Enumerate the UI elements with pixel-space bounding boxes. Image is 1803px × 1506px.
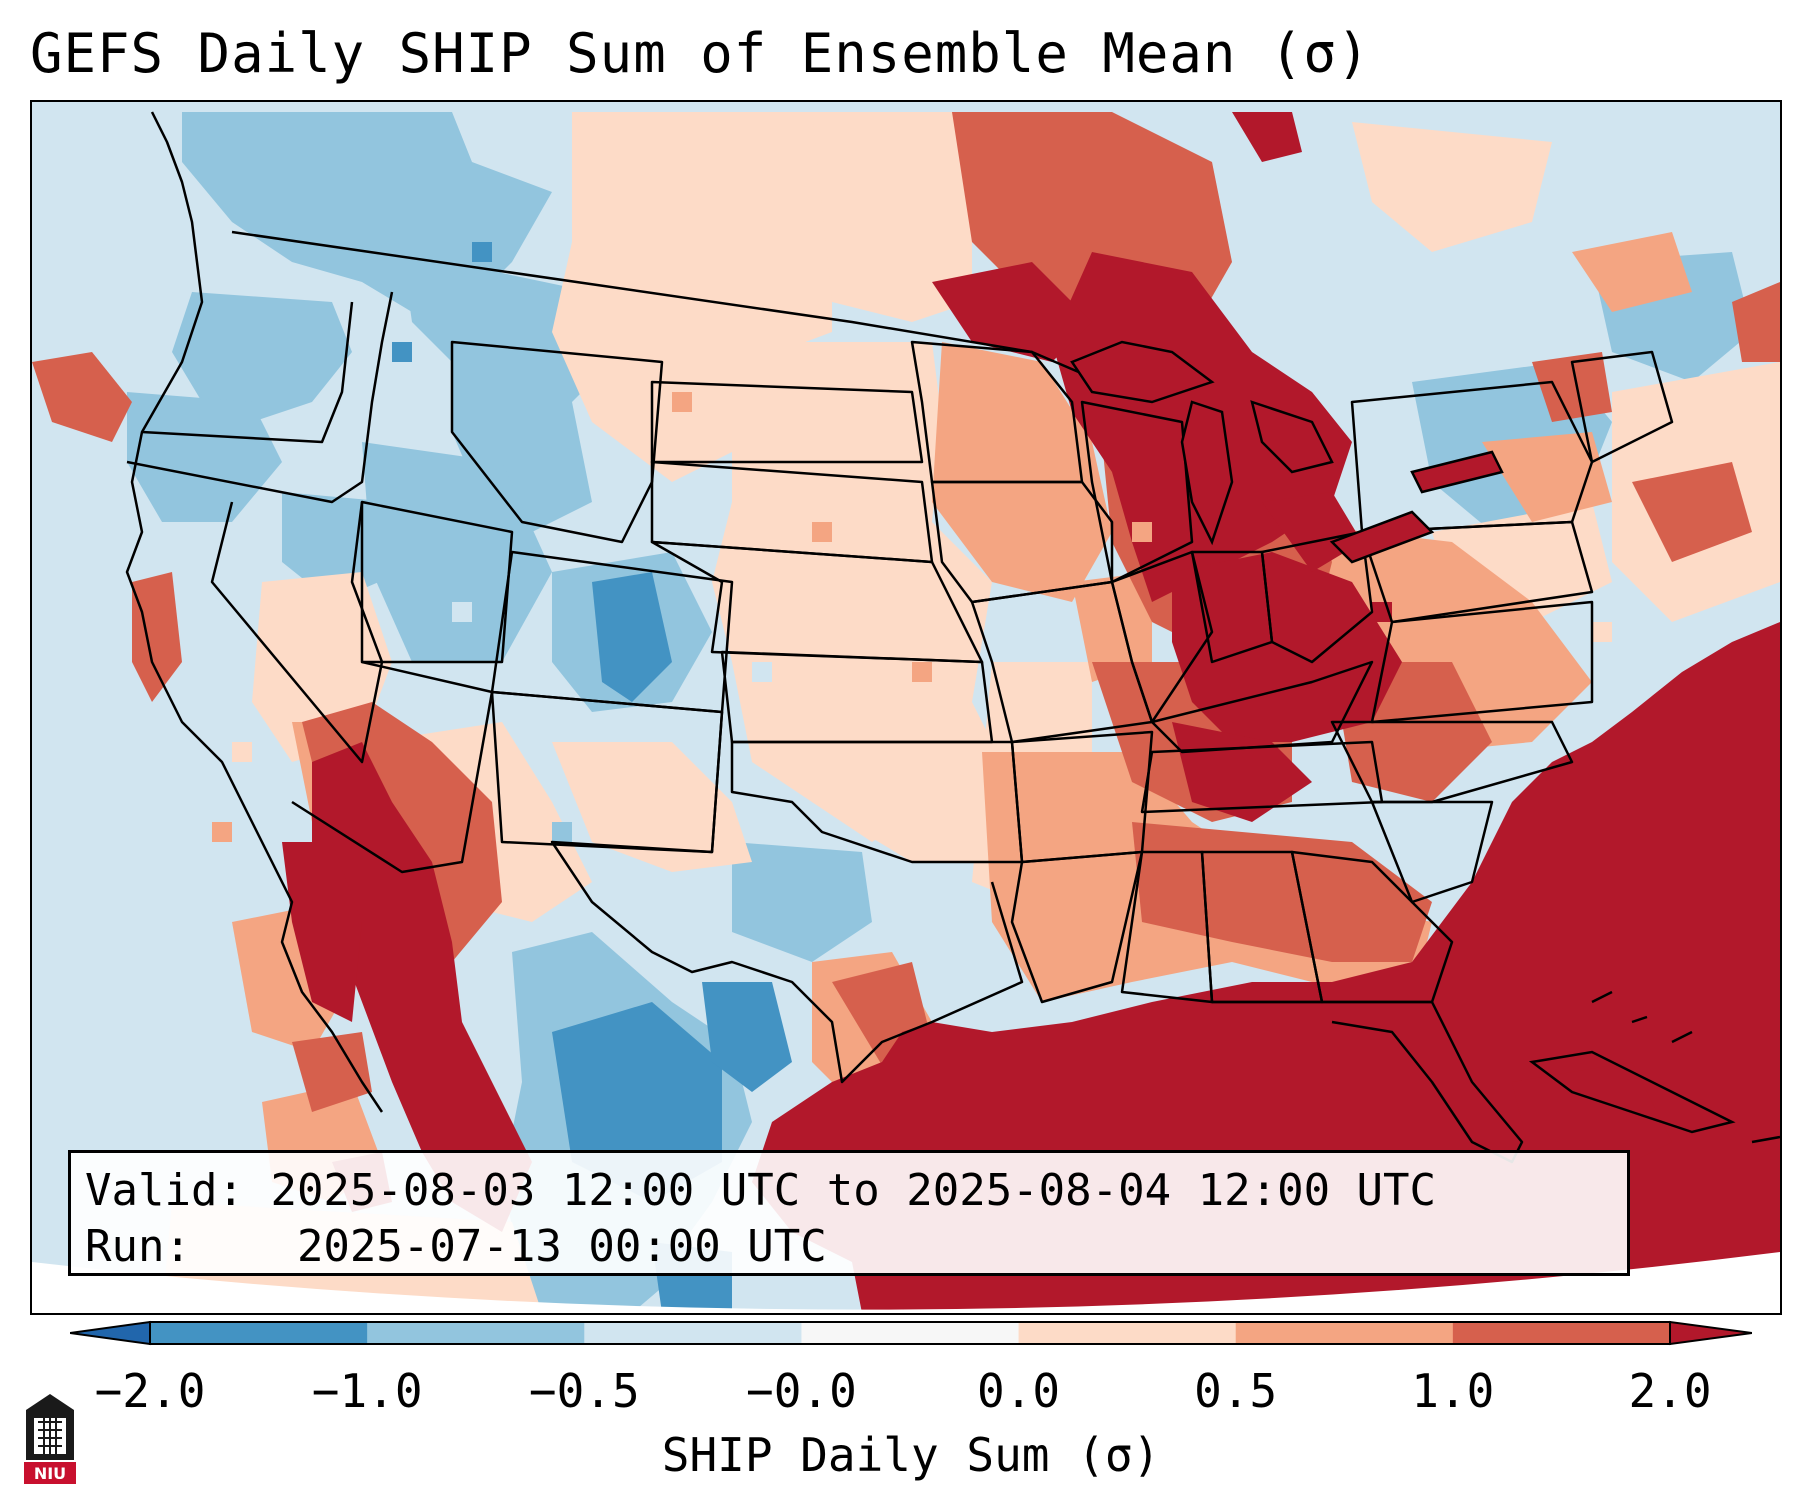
utah-border (360, 500, 514, 664)
wyoming-border (450, 340, 664, 544)
colorbar-tick-label: 0.5 (1194, 1364, 1278, 1418)
colorbar-bin (1018, 1322, 1237, 1344)
lake-michigan (1180, 400, 1234, 546)
colorbar (70, 1320, 1752, 1346)
hispaniola-outline (1751, 1135, 1780, 1144)
colorbar-bin (584, 1322, 802, 1344)
run-label: Run: (85, 1221, 191, 1272)
colorbar-bin (801, 1322, 1020, 1344)
logo-text: NIU (34, 1464, 66, 1483)
colorbar-high-extend-outline (1669, 1320, 1752, 1346)
great-lakes (1070, 340, 1504, 564)
colorbar-tick-label: −0.0 (746, 1364, 857, 1418)
arizona-border (291, 660, 494, 874)
bahamas-outline (1591, 990, 1693, 1044)
colorbar-tick-label: −2.0 (94, 1364, 206, 1418)
new-york-border (1350, 380, 1594, 534)
validity-info-box: Valid: 2025-08-03 12:00 UTC to 2025-08-0… (68, 1150, 1630, 1276)
virginia-border (1370, 600, 1594, 724)
louisiana-border (1010, 850, 1144, 1004)
south-carolina-border (1370, 800, 1494, 904)
valid-value: 2025-08-03 12:00 UTC to 2025-08-04 12:00… (270, 1165, 1437, 1216)
colorbar-bin (1452, 1322, 1671, 1344)
projection-edge (32, 1252, 1780, 1313)
chart-title: GEFS Daily SHIP Sum of Ensemble Mean (σ) (30, 22, 1371, 85)
colorbar-tick-label: −0.5 (528, 1364, 640, 1418)
oregon-idaho-border (126, 291, 394, 504)
wisconsin-border (1080, 400, 1194, 584)
ohio-border (1260, 530, 1374, 664)
lake-superior (1070, 340, 1215, 404)
washington-oregon-border (141, 301, 354, 444)
lake-huron (1250, 400, 1334, 474)
niu-logo: NIU (24, 1394, 76, 1484)
run-value: 2025-07-13 00:00 UTC (296, 1221, 827, 1272)
lake-ontario (1410, 450, 1504, 494)
nevada-border (210, 501, 384, 764)
colorbar-bin (150, 1322, 368, 1344)
colorbar-bins (70, 1322, 1752, 1344)
texas-border (550, 711, 1024, 1084)
map-panel (30, 100, 1782, 1315)
anomaly-dark-red (282, 112, 1780, 1313)
us-canada-border (231, 230, 1103, 384)
illinois-border (1110, 550, 1214, 724)
anomaly-cells (212, 242, 1712, 842)
colorbar-tick-label: 2.0 (1628, 1364, 1712, 1418)
lake-erie (1329, 510, 1435, 564)
colorbar-tick-label: −1.0 (311, 1364, 423, 1418)
colorbar-tick-label: 0.0 (977, 1364, 1061, 1418)
north-dakota-border (650, 380, 924, 464)
cuba-outline (1528, 1050, 1736, 1134)
new-england-border (1570, 350, 1674, 464)
colorbar-tick-label: 1.0 (1411, 1364, 1495, 1418)
colorbar-bin (367, 1322, 585, 1344)
north-carolina-border (1330, 720, 1574, 804)
map-svg (32, 102, 1780, 1313)
kentucky-border (1150, 660, 1374, 754)
georgia-border (1290, 850, 1454, 1004)
caribbean-islands (1528, 990, 1780, 1144)
colorbar-bin-high-extend (1670, 1322, 1752, 1344)
valid-label: Valid: (85, 1165, 244, 1216)
colorbar-label: SHIP Daily Sum (σ) (661, 1428, 1161, 1482)
colorbar-bin (1235, 1322, 1454, 1344)
colorbar-bin-low-extend (70, 1322, 150, 1344)
colorbar-low-extend-outline (70, 1320, 151, 1346)
us-mexico-pacific-coast (125, 111, 384, 1113)
state-borders (125, 111, 1674, 1164)
